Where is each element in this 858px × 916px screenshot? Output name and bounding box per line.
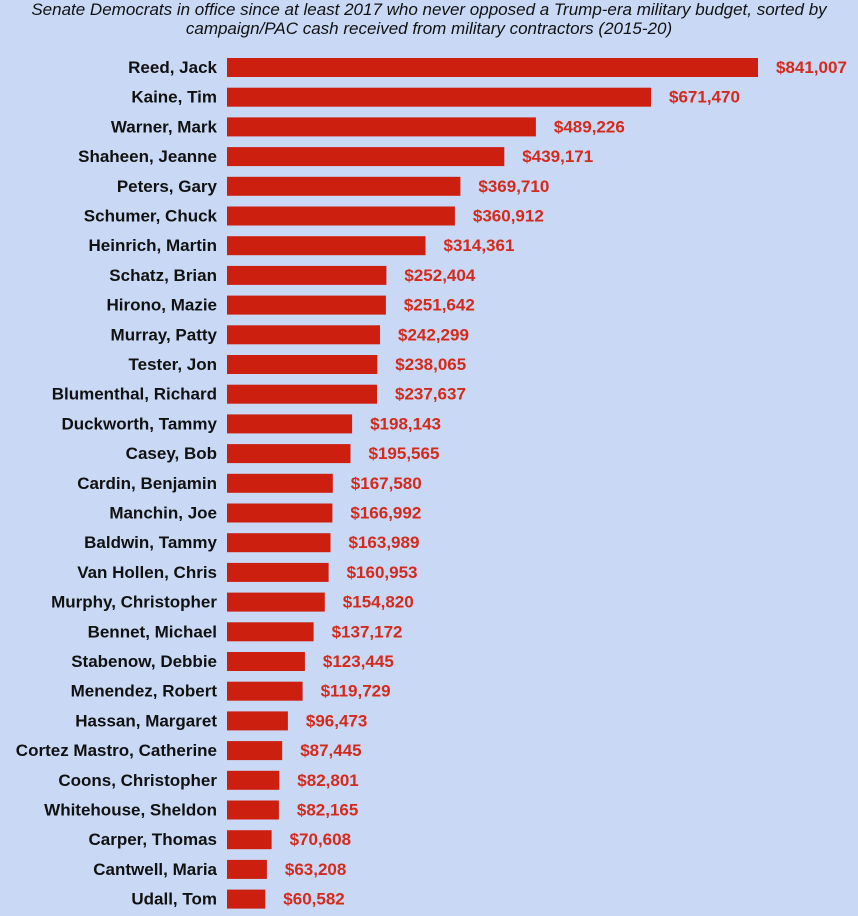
bar xyxy=(227,741,283,761)
value-label: $123,445 xyxy=(323,652,394,671)
category-label: Murray, Patty xyxy=(111,325,218,344)
bar xyxy=(227,830,272,850)
category-label: Bennet, Michael xyxy=(88,622,217,641)
value-label: $195,565 xyxy=(369,444,440,463)
bar xyxy=(227,444,351,464)
bar xyxy=(227,325,380,345)
bar xyxy=(227,414,353,434)
category-label: Carper, Thomas xyxy=(89,830,218,849)
category-label: Duckworth, Tammy xyxy=(61,414,217,433)
category-label: Cardin, Benjamin xyxy=(77,474,217,493)
bar xyxy=(227,592,325,612)
category-label: Manchin, Joe xyxy=(109,504,217,523)
value-label: $119,729 xyxy=(321,682,391,701)
value-label: $87,445 xyxy=(300,741,361,760)
category-label: Reed, Jack xyxy=(128,58,217,77)
category-label: Murphy, Christopher xyxy=(51,593,217,612)
category-label: Warner, Mark xyxy=(111,117,218,136)
value-label: $369,710 xyxy=(478,177,549,196)
value-label: $96,473 xyxy=(306,711,367,730)
value-label: $82,165 xyxy=(297,801,358,820)
value-label: $160,953 xyxy=(347,563,418,582)
category-label: Schatz, Brian xyxy=(109,266,217,285)
bar xyxy=(227,295,386,315)
category-label: Menendez, Robert xyxy=(71,682,218,701)
value-label: $60,582 xyxy=(283,890,344,909)
bar xyxy=(227,236,426,256)
category-label: Baldwin, Tammy xyxy=(84,533,217,552)
bar xyxy=(227,859,267,879)
bar xyxy=(227,147,505,167)
bar xyxy=(227,652,305,671)
value-label: $242,299 xyxy=(398,325,469,344)
category-label: Blumenthal, Richard xyxy=(52,385,217,404)
category-label: Udall, Tom xyxy=(131,890,217,909)
category-label: Hassan, Margaret xyxy=(75,711,217,730)
bar xyxy=(227,206,455,226)
bar xyxy=(227,58,758,77)
value-label: $671,470 xyxy=(669,88,740,107)
bar xyxy=(227,533,331,553)
bar xyxy=(227,384,377,404)
bar xyxy=(227,355,378,374)
bar xyxy=(227,176,461,196)
value-label: $70,608 xyxy=(290,830,351,849)
bar xyxy=(227,265,387,285)
value-label: $489,226 xyxy=(554,117,625,136)
value-label: $439,171 xyxy=(522,147,593,166)
category-label: Coons, Christopher xyxy=(58,771,217,790)
bar xyxy=(227,681,303,701)
value-label: $166,992 xyxy=(350,504,421,523)
bar xyxy=(227,503,333,523)
category-label: Cantwell, Maria xyxy=(93,860,217,879)
category-label: Van Hollen, Chris xyxy=(77,563,217,582)
bar xyxy=(227,889,266,909)
bar xyxy=(227,87,651,107)
value-label: $82,801 xyxy=(297,771,358,790)
value-label: $238,065 xyxy=(395,355,466,374)
value-label: $163,989 xyxy=(349,533,420,552)
category-label: Shaheen, Jeanne xyxy=(78,147,217,166)
category-label: Stabenow, Debbie xyxy=(71,652,217,671)
bar xyxy=(227,622,314,642)
value-label: $360,912 xyxy=(473,207,544,226)
bar xyxy=(227,562,329,582)
value-label: $251,642 xyxy=(404,296,475,315)
category-label: Kaine, Tim xyxy=(131,88,217,107)
value-label: $154,820 xyxy=(343,593,414,612)
value-label: $167,580 xyxy=(351,474,422,493)
category-label: Hirono, Mazie xyxy=(106,296,217,315)
value-label: $314,361 xyxy=(444,236,515,255)
value-label: $841,007 xyxy=(776,58,847,77)
category-label: Cortez Mastro, Catherine xyxy=(16,741,217,760)
value-label: $252,404 xyxy=(404,266,475,285)
chart-title: Senate Democrats in office since at leas… xyxy=(31,0,827,38)
category-label: Schumer, Chuck xyxy=(84,207,218,226)
bar xyxy=(227,117,536,137)
category-label: Casey, Bob xyxy=(126,444,217,463)
category-label: Peters, Gary xyxy=(117,177,218,196)
category-label: Tester, Jon xyxy=(129,355,218,374)
value-label: $198,143 xyxy=(370,414,441,433)
bar xyxy=(227,800,279,820)
bar xyxy=(227,473,333,493)
category-label: Heinrich, Martin xyxy=(89,236,217,255)
bar xyxy=(227,770,280,790)
category-label: Whitehouse, Sheldon xyxy=(44,801,217,820)
value-label: $137,172 xyxy=(332,622,403,641)
value-label: $63,208 xyxy=(285,860,346,879)
bar xyxy=(227,711,288,731)
value-label: $237,637 xyxy=(395,385,466,404)
